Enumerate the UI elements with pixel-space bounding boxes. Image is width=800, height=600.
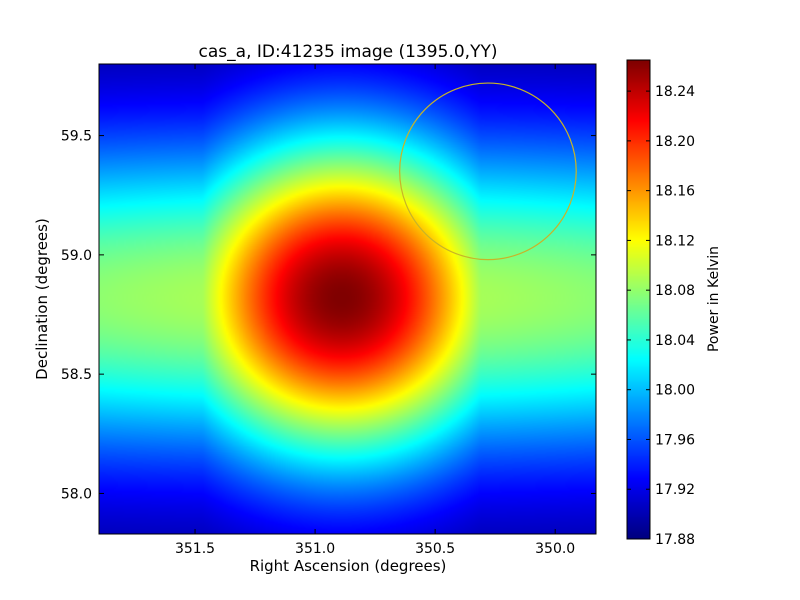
colorbar-ticks: 17.88 17.92 17.96 18.00 18.04 18.08 18.12 18.16… (627, 84, 695, 548)
colorbar-tick-label: 18.16 (655, 184, 695, 200)
x-tick-label: 350.5 (415, 541, 455, 557)
annotation-circle (399, 82, 577, 261)
plot-frame (98, 63, 597, 535)
x-tick-label: 351.5 (175, 541, 215, 557)
y-axis-label: Declination (degrees) (33, 218, 51, 380)
heatmap-area (99, 64, 596, 534)
colorbar-tick-label: 17.88 (655, 532, 695, 548)
colorbar-tick-label: 18.00 (655, 383, 695, 399)
x-axis-ticks: 351.5 351.0 350.5 350.0 (175, 64, 575, 557)
colorbar-tick-label: 18.08 (655, 283, 695, 299)
colorbar-tick-label: 18.04 (655, 333, 695, 349)
colorbar-tick-label: 18.20 (655, 134, 695, 150)
colorbar-tick-label: 17.92 (655, 482, 695, 498)
annotation-layer (399, 82, 577, 261)
colorbar-gradient (627, 60, 650, 539)
y-tick-label: 58.0 (61, 486, 92, 502)
colorbar: 17.88 17.92 17.96 18.00 18.04 18.08 18.12 18.16… (626, 59, 722, 548)
y-tick-label: 59.0 (61, 248, 92, 264)
x-tick-label: 351.0 (295, 541, 335, 557)
colorbar-label: Power in Kelvin (706, 246, 722, 352)
y-axis-ticks: 58.0 58.5 59.0 59.5 (61, 129, 596, 502)
x-tick-label: 350.0 (535, 541, 575, 557)
y-tick-label: 58.5 (61, 367, 92, 383)
heatmap-image (99, 64, 596, 534)
y-tick-label: 59.5 (61, 129, 92, 145)
colorbar-frame (626, 59, 651, 540)
chart-title: cas_a, ID:41235 image (1395.0,YY) (199, 42, 498, 62)
colorbar-tick-label: 18.24 (655, 84, 695, 100)
colorbar-tick-label: 18.12 (655, 233, 695, 249)
x-axis-label: Right Ascension (degrees) (250, 557, 447, 575)
colorbar-tick-label: 17.96 (655, 432, 695, 448)
